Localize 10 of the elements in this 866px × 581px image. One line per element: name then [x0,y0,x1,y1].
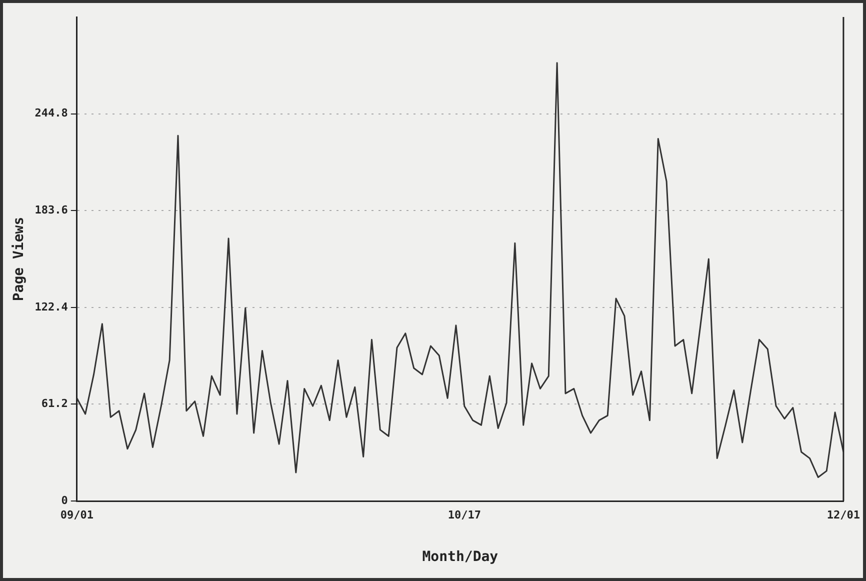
y-tick-label: 183.6 [34,203,68,216]
y-tick-label: 0 [61,494,68,507]
y-tick-label: 122.4 [34,300,68,314]
y-tick-label: 244.8 [34,106,68,120]
x-tick-label: 10/17 [448,508,481,522]
y-tick-label: 61.2 [41,397,68,410]
x-tick-label: 12/01 [826,508,860,522]
y-axis-title: Page Views [11,216,28,302]
x-axis-title: Month/Day [422,549,499,566]
x-tick-label: 09/01 [60,508,94,522]
